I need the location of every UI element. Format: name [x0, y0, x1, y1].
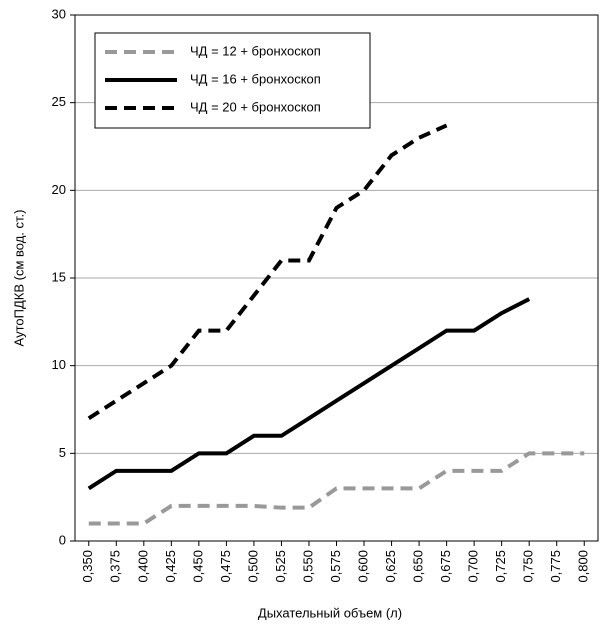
x-tick-label: 0,425 [163, 550, 178, 583]
y-axis-label: АутоПДКВ (см вод. ст.) [11, 210, 26, 347]
x-tick-label: 0,350 [80, 550, 95, 583]
x-axis-label: Дыхательный объем (л) [258, 605, 402, 620]
x-tick-label: 0,600 [355, 550, 370, 583]
legend-label: ЧД = 20 + бронхоскоп [190, 99, 321, 114]
x-tick-label: 0,625 [383, 550, 398, 583]
x-tick-label: 0,800 [576, 550, 591, 583]
x-tick-label: 0,525 [273, 550, 288, 583]
series-line [87, 297, 531, 491]
y-tick-label: 0 [59, 532, 66, 547]
x-tick-label: 0,700 [466, 550, 481, 583]
x-tick-label: 0,575 [328, 550, 343, 583]
x-tick-label: 0,725 [493, 550, 508, 583]
x-tick-label: 0,650 [411, 550, 426, 583]
x-tick-label: 0,400 [135, 550, 150, 583]
y-tick-label: 25 [52, 94, 66, 109]
x-tick-label: 0,775 [548, 550, 563, 583]
x-tick-label: 0,450 [190, 550, 205, 583]
y-tick-label: 5 [59, 445, 66, 460]
x-tick-label: 0,500 [245, 550, 260, 583]
y-tick-label: 30 [52, 6, 66, 21]
y-tick-label: 20 [52, 182, 66, 197]
legend-label: ЧД = 16 + бронхоскоп [190, 71, 321, 86]
x-tick-label: 0,475 [218, 550, 233, 583]
x-tick-label: 0,675 [438, 550, 453, 583]
x-tick-label: 0,750 [521, 550, 536, 583]
x-tick-label: 0,375 [108, 550, 123, 583]
legend-label: ЧД = 12 + бронхоскоп [190, 43, 321, 58]
series-line [87, 123, 448, 420]
y-tick-label: 15 [52, 269, 66, 284]
x-tick-label: 0,550 [300, 550, 315, 583]
y-tick-label: 10 [52, 357, 66, 372]
series-line [88, 451, 585, 526]
